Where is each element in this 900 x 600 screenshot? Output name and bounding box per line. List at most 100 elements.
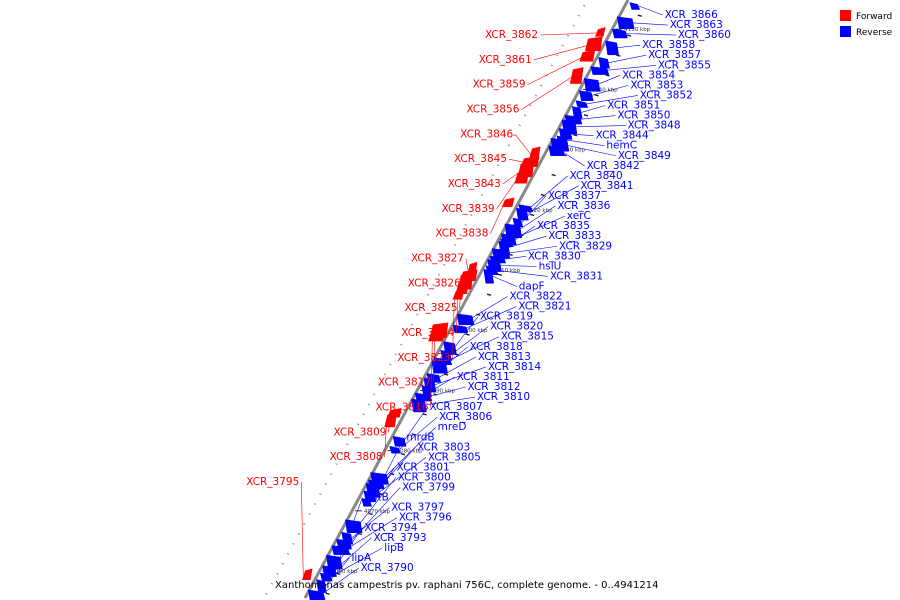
gene-glyph-XCR_3822[interactable] — [456, 313, 475, 326]
reverse-gene-label[interactable]: XCR_3855 — [658, 59, 711, 71]
reverse-gene-label[interactable]: XCR_3805 — [428, 451, 481, 463]
reverse-gene-label[interactable]: XCR_3848 — [628, 120, 681, 132]
reverse-gene-label[interactable]: XCR_3806 — [439, 411, 492, 423]
gene-glyph-XCR_3808[interactable] — [384, 412, 397, 428]
reverse-gene-label[interactable]: lipA — [351, 552, 371, 564]
reverse-gene-label[interactable]: XCR_3801 — [397, 461, 450, 473]
reverse-gene-label[interactable]: XCR_3835 — [537, 220, 590, 232]
gene-glyph-XCR_3795[interactable] — [301, 568, 313, 581]
reverse-gene-label[interactable]: XCR_3837 — [548, 190, 601, 202]
forward-gene-label[interactable]: XCR_3845 — [454, 153, 507, 165]
reverse-gene-label[interactable]: XCR_3811 — [457, 371, 510, 383]
gene-glyph-XCR_3810[interactable] — [411, 398, 427, 413]
reverse-gene-label[interactable]: XCR_3853 — [630, 79, 683, 91]
forward-gene-label[interactable]: XCR_3856 — [466, 104, 519, 116]
reverse-gene-label[interactable]: dapF — [519, 280, 545, 292]
gene-glyph-XCR_3842[interactable] — [548, 145, 565, 156]
gene-glyph-XCR_3841[interactable] — [516, 207, 529, 221]
reverse-gene-label[interactable]: XCR_3836 — [557, 200, 610, 212]
gene-glyph-XCR_3853[interactable] — [579, 90, 594, 101]
reverse-gene-label[interactable]: XCR_3797 — [391, 502, 444, 514]
gene-glyph-XCR_3801[interactable] — [361, 497, 373, 507]
gene-glyph-XCR_3855[interactable] — [590, 66, 610, 75]
forward-gene-label[interactable]: XCR_3809 — [333, 426, 386, 438]
reverse-gene-label[interactable]: XCR_3852 — [640, 89, 693, 101]
gene-glyph-XCR_3800[interactable] — [344, 519, 363, 533]
gene-glyph-XCR_3806[interactable] — [389, 445, 401, 454]
reverse-gene-label[interactable]: XCR_3819 — [480, 311, 533, 323]
gene-glyph-XCR_3859[interactable] — [579, 50, 596, 62]
gene-glyph-XCR_3851[interactable] — [571, 106, 583, 119]
reverse-gene-label[interactable]: XCR_3814 — [488, 361, 541, 373]
reverse-gene-label[interactable]: mltB — [364, 492, 388, 504]
forward-gene-label[interactable]: XCR_3816 — [375, 402, 428, 414]
reverse-gene-label[interactable]: XCR_3863 — [670, 19, 723, 31]
reverse-gene-label[interactable]: XCR_3830 — [528, 250, 581, 262]
reverse-gene-label[interactable]: XCR_3866 — [665, 9, 718, 21]
gene-glyph-XCR_3790[interactable] — [307, 589, 326, 600]
gene-glyph-XCR_3857[interactable] — [598, 56, 610, 69]
forward-gene-label[interactable]: XCR_3846 — [460, 128, 513, 140]
gene-glyph-XCR_3866[interactable] — [629, 2, 641, 10]
forward-gene-label[interactable]: XCR_3839 — [442, 203, 495, 215]
gene-glyph-XCR_3838[interactable] — [501, 197, 515, 208]
forward-gene-label[interactable]: XCR_3827 — [411, 253, 464, 265]
reverse-gene-label[interactable]: mreD — [438, 421, 467, 433]
gene-glyph-XCR_3844[interactable] — [558, 128, 573, 140]
gene-glyph-XCR_3811[interactable] — [421, 385, 433, 397]
reverse-gene-label[interactable]: XCR_3820 — [490, 321, 543, 333]
forward-gene-label[interactable]: XCR_3808 — [330, 451, 383, 463]
reverse-gene-label[interactable]: hemC — [606, 140, 637, 152]
reverse-gene-label[interactable]: XCR_3790 — [361, 562, 414, 574]
forward-gene-label[interactable]: XCR_3861 — [479, 54, 532, 66]
gene-glyph-XCR_3858[interactable] — [605, 40, 619, 56]
reverse-gene-label[interactable]: XCR_3854 — [622, 69, 675, 81]
forward-gene-label[interactable]: XCR_3859 — [473, 79, 526, 91]
reverse-gene-label[interactable]: XCR_3849 — [618, 150, 671, 162]
reverse-gene-label[interactable]: XCR_3793 — [374, 532, 427, 544]
reverse-gene-label[interactable]: XCR_3822 — [510, 291, 563, 303]
forward-gene-label[interactable]: XCR_3843 — [448, 178, 501, 190]
gene-glyph-XCR_3793[interactable] — [322, 565, 337, 577]
reverse-gene-label[interactable]: XCR_3841 — [580, 180, 633, 192]
reverse-gene-label[interactable]: XCR_3799 — [402, 482, 455, 494]
forward-gene-label[interactable]: XCR_3823 — [397, 352, 450, 364]
reverse-gene-label[interactable]: XCR_3794 — [364, 522, 417, 534]
gene-glyph-dapF[interactable] — [483, 268, 495, 284]
gene-glyph-XCR_3862[interactable] — [594, 27, 606, 37]
reverse-gene-label[interactable]: hslU — [539, 260, 562, 272]
reverse-gene-label[interactable]: XCR_3821 — [518, 301, 571, 313]
gene-glyph-XCR_3823[interactable] — [452, 289, 465, 300]
gene-glyph-XCR_3854[interactable] — [583, 78, 601, 92]
reverse-gene-label[interactable]: XCR_3844 — [596, 130, 649, 142]
gene-glyph-XCR_3794[interactable] — [326, 554, 343, 570]
reverse-gene-label[interactable]: XCR_3813 — [478, 351, 531, 363]
reverse-gene-label[interactable]: XCR_3840 — [570, 170, 623, 182]
reverse-gene-label[interactable]: XCR_3796 — [399, 512, 452, 524]
reverse-gene-label[interactable]: XCR_3818 — [470, 341, 523, 353]
reverse-gene-label[interactable]: XCR_3800 — [398, 472, 451, 484]
reverse-gene-label[interactable]: lipB — [384, 542, 404, 554]
gene-glyph-XCR_3818[interactable] — [431, 360, 448, 374]
forward-gene-label[interactable]: XCR_3824 — [401, 327, 454, 339]
gene-glyph-XCR_3861[interactable] — [584, 36, 603, 52]
reverse-gene-label[interactable]: XCR_3860 — [678, 29, 731, 41]
gene-glyph-XCR_3821[interactable] — [452, 324, 469, 334]
reverse-gene-label[interactable]: XCR_3858 — [642, 39, 695, 51]
reverse-gene-label[interactable]: XCR_3810 — [477, 391, 530, 403]
forward-gene-label[interactable]: XCR_3862 — [485, 29, 538, 41]
forward-gene-label[interactable]: XCR_3826 — [408, 277, 461, 289]
reverse-gene-label[interactable]: XCR_3857 — [648, 49, 701, 61]
gene-glyph-XCR_3852[interactable] — [575, 100, 589, 108]
reverse-gene-label[interactable]: XCR_3812 — [468, 381, 521, 393]
forward-gene-label[interactable]: XCR_3795 — [246, 476, 299, 488]
forward-gene-label[interactable]: XCR_3825 — [405, 302, 458, 314]
gene-glyph-XCR_3812[interactable] — [414, 392, 433, 402]
reverse-gene-label[interactable]: xerC — [567, 210, 591, 222]
gene-glyph-XCR_3819[interactable] — [443, 341, 457, 355]
gene-glyph-XCR_3836[interactable] — [504, 223, 523, 239]
reverse-gene-label[interactable]: XCR_3850 — [617, 110, 670, 122]
reverse-gene-label[interactable]: XCR_3829 — [559, 240, 612, 252]
reverse-gene-label[interactable]: XCR_3851 — [607, 99, 660, 111]
gene-glyph-lipA[interactable] — [316, 579, 327, 593]
